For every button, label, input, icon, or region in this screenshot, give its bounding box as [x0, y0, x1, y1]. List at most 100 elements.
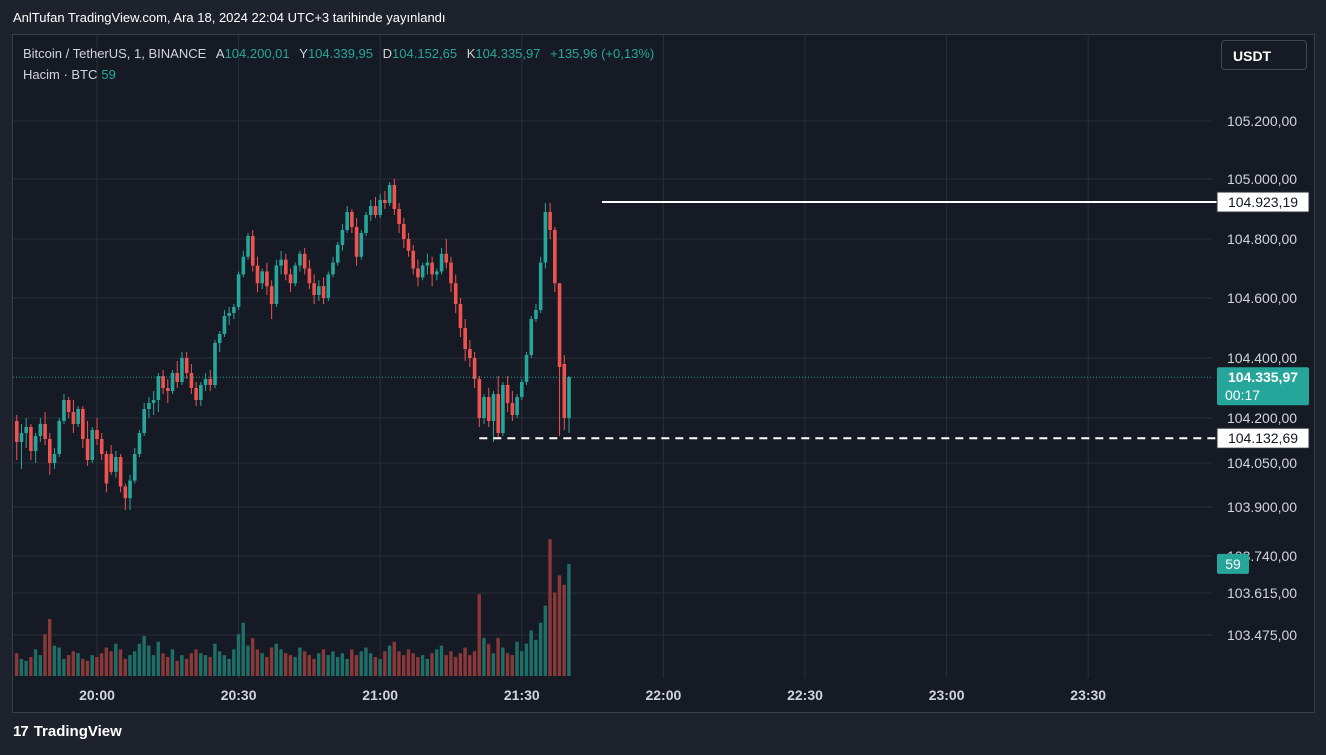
- volume-bar: [24, 660, 28, 676]
- time-tick-label: 21:00: [362, 687, 398, 703]
- volume-bar: [137, 643, 142, 676]
- level-tag: [1216, 427, 1310, 449]
- chart-pane[interactable]: 105.200,00 105.000,00 104.800,00 104.600,00…: [12, 34, 1315, 713]
- high-value: 104.339,95: [307, 46, 374, 61]
- candle-body: [359, 233, 364, 257]
- candle-body: [331, 262, 335, 275]
- candle-body: [71, 412, 76, 424]
- volume-bar: [250, 638, 255, 676]
- volume-bar: [472, 651, 477, 676]
- price-tick-label: 104.400,00: [1227, 350, 1297, 366]
- volume-bar: [326, 655, 330, 676]
- volume-bar: [203, 655, 208, 676]
- volume-bar: [284, 653, 288, 676]
- volume-bar: [128, 655, 132, 676]
- volume-bar: [265, 657, 269, 676]
- volume-bar: [420, 655, 425, 676]
- volume-bar: [90, 655, 94, 676]
- candle-body: [175, 373, 180, 382]
- volume-label[interactable]: Hacim · BTC: [23, 67, 98, 82]
- volume-bar: [510, 655, 514, 676]
- candle-body: [95, 430, 99, 439]
- candle-body: [368, 206, 373, 215]
- volume-bar: [534, 639, 538, 676]
- symbol-label[interactable]: Bitcoin / TetherUS, 1, BINANCE: [23, 46, 207, 61]
- time-tick-label: 21:30: [504, 687, 540, 703]
- candle-body: [420, 265, 425, 278]
- volume-bar: [38, 655, 42, 676]
- candle-body: [255, 265, 260, 284]
- grid-lines: [13, 35, 1213, 678]
- level-tag: [1216, 191, 1310, 213]
- volume-bar: [123, 658, 127, 676]
- volume-bar: [161, 653, 165, 676]
- price-tick-label: 105.200,00: [1227, 113, 1297, 129]
- candle-body: [505, 385, 510, 403]
- time-tick-label: 20:30: [221, 687, 257, 703]
- volume-bar: [524, 643, 529, 676]
- candle-body: [279, 259, 283, 266]
- currency-button[interactable]: USDT: [1221, 40, 1307, 70]
- candle-body: [38, 424, 43, 436]
- candle-body: [217, 334, 222, 343]
- volume-bar: [557, 575, 562, 676]
- candle-body: [43, 424, 47, 439]
- volume-bar: [567, 563, 571, 676]
- candle-body: [166, 388, 170, 391]
- footer-brand[interactable]: 17 TradingView: [13, 723, 122, 740]
- candle-body: [439, 253, 444, 272]
- candle-body: [529, 319, 534, 355]
- volume-bar: [43, 634, 47, 676]
- volume-bar: [387, 645, 392, 676]
- candle-body: [411, 250, 416, 269]
- candle-body: [132, 454, 137, 481]
- candle-body: [510, 403, 515, 415]
- candle-body: [302, 253, 307, 269]
- volume-bar: [406, 649, 411, 676]
- volume-bar: [501, 647, 505, 676]
- volume-bar: [529, 630, 533, 676]
- candle-body: [137, 433, 142, 454]
- candle-body: [317, 286, 321, 296]
- candle-body: [241, 256, 246, 275]
- volume-bar: [199, 653, 203, 676]
- volume-bar: [340, 653, 345, 676]
- volume-bar: [392, 641, 396, 676]
- close-value: 104.335,97: [475, 46, 541, 61]
- time-tick-label: 22:00: [645, 687, 681, 703]
- volume-bar: [293, 657, 297, 676]
- volume-bar: [331, 651, 335, 676]
- volume-bar: [321, 649, 326, 676]
- tradingview-logo-icon: 17: [13, 723, 29, 740]
- volume-bar: [166, 657, 170, 676]
- volume-bar: [48, 619, 52, 676]
- candle-body: [232, 307, 236, 313]
- volume-bar: [439, 645, 444, 676]
- volume-bar: [378, 658, 382, 676]
- volume-bar: [274, 643, 278, 676]
- candle-body: [104, 454, 109, 484]
- volume-bar: [142, 636, 146, 676]
- candle-body: [340, 230, 345, 245]
- volume-bar: [538, 622, 543, 676]
- volume-bar: [515, 641, 519, 676]
- price-tick-label: 103.475,00: [1227, 627, 1297, 643]
- volume-tag: [1217, 553, 1249, 574]
- candle-body: [114, 457, 118, 472]
- candle-body: [85, 439, 90, 460]
- candle-body: [397, 209, 401, 224]
- candle-body: [538, 262, 543, 310]
- candle-body: [350, 212, 354, 227]
- candle-body: [48, 439, 52, 463]
- candle-body: [156, 376, 161, 400]
- price-chart[interactable]: 105.200,00 105.000,00 104.800,00 104.600,00…: [13, 35, 1314, 712]
- candle-body: [29, 427, 33, 451]
- candle-body: [463, 328, 467, 349]
- candle-body: [321, 286, 326, 298]
- candle-body: [392, 185, 397, 209]
- volume-bar: [562, 584, 566, 676]
- volume-bar: [85, 660, 90, 676]
- candle-body: [354, 227, 359, 257]
- volume-bar: [227, 658, 231, 676]
- ohlc-legend: Bitcoin / TetherUS, 1, BINANCE A104.200,…: [23, 46, 654, 61]
